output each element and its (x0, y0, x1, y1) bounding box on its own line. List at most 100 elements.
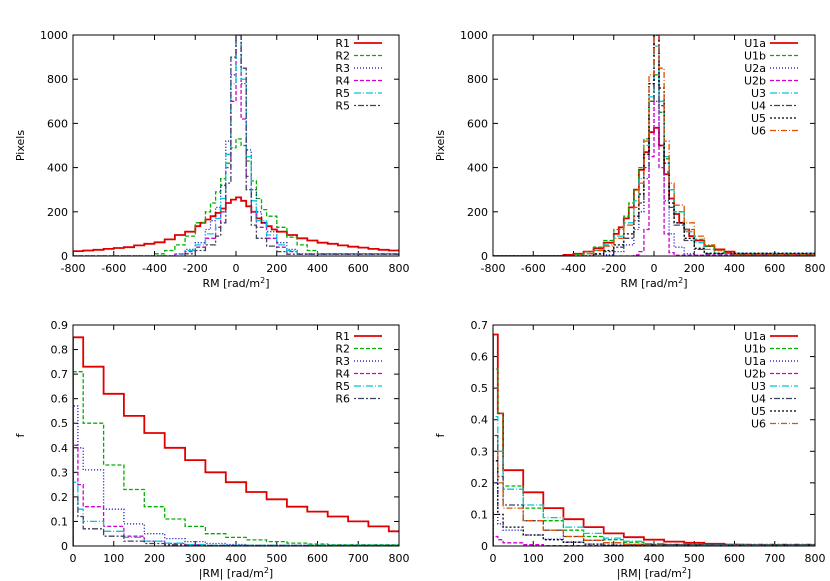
y-tick-label: 0.6 (51, 393, 69, 406)
x-tick-label: 700 (764, 552, 785, 565)
series-line-r5 (73, 35, 399, 256)
x-tick-label: 300 (185, 552, 206, 565)
legend-label: R5 (335, 87, 350, 100)
y-tick-label: 0.7 (51, 368, 69, 381)
legend-label: U5 (751, 405, 766, 418)
x-tick-label: -400 (142, 262, 167, 275)
x-tick-label: 500 (266, 552, 287, 565)
x-tick-label: 400 (226, 552, 247, 565)
x-tick-label: 300 (603, 552, 624, 565)
legend-label: R4 (335, 368, 350, 381)
x-tick-label: 0 (233, 262, 240, 275)
legend-label: R4 (335, 75, 350, 88)
x-tick-label: 0 (490, 552, 497, 565)
x-tick-label: 800 (805, 262, 826, 275)
y-tick-label: 1000 (460, 29, 488, 42)
legend-label: U3 (751, 87, 766, 100)
series-line-u6 (493, 450, 815, 546)
chart-rm-histogram-u: -800 -600 -400 -200 0 200 400 600 800 0 200 400 600 8… (434, 29, 826, 290)
x-axis-label-main: RM [rad/m (203, 277, 261, 290)
chart-abs-rm-fraction-u: 0 100 200 300 400 500 600 700 800 0 0.1 0.2 0.3 0.4 0.… (434, 319, 826, 580)
legend-label: U1a (744, 330, 766, 343)
x-tick-label: 200 (144, 552, 165, 565)
series-line-u2a (493, 100, 815, 256)
y-tick-label: 0.4 (51, 442, 69, 455)
plot-frame (72, 324, 400, 547)
y-axis-label: Pixels (14, 130, 27, 161)
series-line-r1 (73, 196, 399, 256)
plot-frame (492, 324, 816, 547)
series-line-u5 (493, 460, 815, 546)
chart-abs-rm-fraction-r: 0 100 200 300 400 500 600 700 800 0 0.1 0.2 0.3 0.4 0.… (14, 319, 410, 580)
series-line-u1a (493, 126, 815, 256)
x-tick-label: -400 (561, 262, 586, 275)
legend-label: U2b (744, 368, 766, 381)
x-axis-label: |RM| [rad/m2] (617, 566, 691, 581)
x-tick-label: 200 (684, 262, 705, 275)
series-group (73, 336, 399, 546)
y-tick-label: 0.5 (51, 417, 69, 430)
y-tick-label: 0 (61, 250, 68, 263)
x-tick-label: 700 (348, 552, 369, 565)
x-tick-label: 400 (307, 262, 328, 275)
legend-label: R1 (335, 330, 350, 343)
series-line-r1 (73, 336, 399, 546)
y-tick-label: 400 (467, 162, 488, 175)
y-tick-label: 1000 (40, 29, 68, 42)
y-tick-label: 0.4 (471, 414, 489, 427)
x-axis-label-sup: 2 (678, 276, 683, 285)
series-line-u6 (493, 35, 815, 256)
chart-rm-histogram-r: -800 -600 -400 -200 0 200 400 600 800 0 200 400 600 8… (14, 29, 410, 290)
series-line-r6 (73, 496, 399, 546)
x-axis-label-sup: 2 (264, 566, 269, 575)
x-tick-label: -200 (183, 262, 208, 275)
legend-label: R5 (335, 100, 350, 113)
x-tick-label: 100 (523, 552, 544, 565)
series-line-u1b (493, 368, 815, 546)
legend-label: R2 (335, 343, 350, 356)
series-line-u3 (493, 415, 815, 546)
y-axis-label: f (434, 432, 447, 437)
x-axis-label-main: |RM| [rad/m (617, 567, 682, 580)
x-tick-label: 800 (389, 262, 410, 275)
x-axis-label: RM [rad/m2] (203, 276, 270, 291)
legend-label: U4 (751, 100, 766, 113)
x-tick-label: 400 (644, 552, 665, 565)
y-tick-label: 0.3 (471, 445, 489, 458)
plot-frame (492, 34, 816, 257)
series-line-u4 (493, 434, 815, 546)
x-tick-label: 0 (651, 262, 658, 275)
x-tick-label: 600 (724, 552, 745, 565)
x-tick-label: -800 (481, 262, 506, 275)
series-line-u3 (493, 45, 815, 256)
x-tick-label: 100 (103, 552, 124, 565)
x-tick-label: 200 (563, 552, 584, 565)
y-tick-label: 0.2 (51, 491, 69, 504)
series-line-u5 (493, 35, 815, 256)
y-tick-label: 0 (481, 250, 488, 263)
y-axis-label: f (14, 432, 27, 437)
x-axis-label-main: RM [rad/m (621, 277, 679, 290)
x-axis-label-end: ] (265, 277, 269, 290)
x-axis-label-sup: 2 (682, 566, 687, 575)
y-axis-label: Pixels (434, 130, 447, 161)
y-tick-label: 0.1 (51, 515, 69, 528)
y-tick-label: 0.3 (51, 466, 69, 479)
legend-label: U5 (751, 112, 766, 125)
legend-label: U1a (744, 37, 766, 50)
series-line-r4 (73, 444, 399, 546)
y-tick-label: 800 (467, 73, 488, 86)
y-tick-label: 0.1 (471, 508, 489, 521)
legend-label: U4 (751, 393, 766, 406)
x-axis-label-end: ] (269, 567, 273, 580)
legend-label: R2 (335, 50, 350, 63)
series-line-r3 (73, 405, 399, 546)
legend-label: U1a (744, 355, 766, 368)
legend-label: R1 (335, 37, 350, 50)
series-group (493, 333, 815, 546)
y-tick-label: 200 (467, 206, 488, 219)
x-axis-label: RM [rad/m2] (621, 276, 688, 291)
legend-label: U6 (751, 125, 766, 138)
y-tick-label: 0 (61, 540, 68, 553)
x-axis-label-end: ] (683, 277, 687, 290)
